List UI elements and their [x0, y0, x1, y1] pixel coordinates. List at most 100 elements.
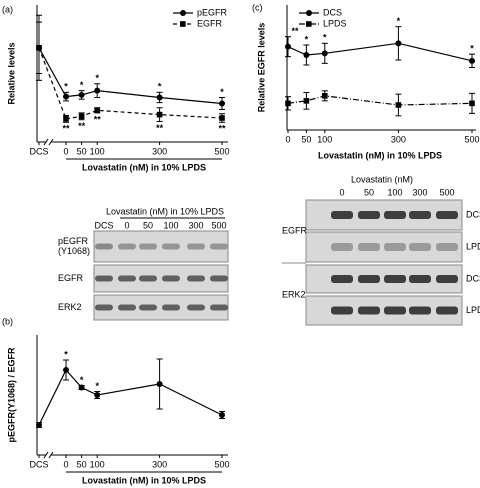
blot-band [358, 275, 380, 283]
condition-label: DCS [466, 209, 480, 219]
blot-band [358, 211, 380, 219]
blot-band [384, 211, 406, 219]
condition-label: DCS [466, 273, 480, 283]
group-label: ERK2 [282, 289, 306, 299]
lane-label: 50 [143, 220, 153, 230]
significance-label: * [80, 80, 84, 90]
significance-label: * [470, 44, 474, 54]
marker [303, 98, 310, 104]
y-axis-label: Relative levels [6, 42, 16, 104]
blot-band [436, 275, 458, 283]
marker [94, 392, 101, 398]
blot-band [384, 243, 406, 251]
condition-label: LPDS [466, 305, 480, 315]
legend-label: DCS [323, 7, 342, 17]
marker [321, 50, 328, 57]
blot-band [162, 304, 180, 311]
x-tick-label: DCS [29, 459, 48, 469]
blot-band [384, 275, 406, 283]
panel-label: (a) [2, 4, 13, 14]
blot-band [118, 243, 136, 250]
marker [322, 93, 328, 99]
lane-label: 0 [339, 187, 344, 197]
blot-band [210, 275, 228, 282]
marker [285, 43, 291, 50]
blot-band [95, 275, 113, 282]
axis-break [43, 451, 49, 459]
significance-label: ** [94, 114, 102, 124]
blot-band [409, 275, 431, 283]
lane-label: 300 [188, 220, 203, 230]
blot-band [210, 243, 228, 250]
marker [219, 412, 225, 418]
marker [36, 45, 42, 51]
significance-label: ** [62, 124, 70, 134]
marker [156, 94, 163, 101]
significance-label: * [158, 82, 162, 92]
blot-band [409, 211, 431, 219]
x-axis-label: Lovastatin (nM) in 10% LPDS [82, 475, 206, 485]
blot-band [436, 211, 458, 219]
group-label: EGFR [282, 225, 308, 235]
blot-band [210, 304, 228, 311]
legend-marker [306, 21, 312, 27]
blot-band [358, 243, 380, 251]
axis-break [48, 138, 54, 146]
significance-label: * [64, 82, 68, 92]
axis-break [48, 451, 54, 459]
x-axis-label: Lovastatin (nM) in 10% LPDS [318, 150, 442, 160]
blot-band [118, 304, 136, 311]
x-axis-label: Lovastatin (nM) in 10% LPDS [82, 162, 206, 172]
blot-strip [93, 294, 229, 321]
lane-label: 100 [387, 187, 402, 197]
condition-label: LPDS [466, 241, 480, 251]
marker [156, 381, 163, 387]
marker [78, 113, 85, 120]
marker [78, 91, 85, 98]
series-line [65, 369, 223, 416]
x-tick-label: 50 [301, 134, 311, 144]
blot-band [409, 306, 431, 315]
x-tick-label: 300 [152, 146, 167, 156]
panel-label: (b) [2, 316, 13, 326]
x-tick-label: 500 [464, 134, 479, 144]
lane-label: 50 [364, 187, 374, 197]
series-line [287, 95, 473, 106]
significance-label: * [95, 73, 99, 83]
x-tick-label: 300 [391, 134, 406, 144]
significance-label: * [220, 87, 224, 97]
blot-band [118, 275, 136, 282]
legend-marker [180, 10, 186, 16]
x-tick-label: 50 [77, 146, 87, 156]
axis-break [43, 138, 49, 146]
marker [469, 100, 475, 107]
row-label: pEGFR [58, 236, 89, 246]
x-tick-label: DCS [29, 146, 48, 156]
blot-strip [93, 264, 229, 293]
series-line [287, 42, 473, 62]
marker [63, 367, 69, 373]
series-line [38, 47, 67, 97]
marker [94, 107, 100, 114]
significance-label: * [80, 375, 84, 385]
lane-label: 0 [124, 220, 129, 230]
legend-label: LPDS [323, 18, 347, 28]
blot-header: Lovastatin (nM) in 10% LPDS [106, 206, 224, 216]
blot-band [162, 275, 180, 282]
legend-marker [180, 21, 186, 27]
marker [303, 52, 310, 58]
series-line [65, 90, 223, 105]
legend-label: EGFR [197, 18, 223, 28]
marker [285, 100, 291, 107]
row-label: (Y1068) [58, 246, 90, 256]
marker [156, 111, 163, 118]
x-tick-label: 50 [77, 459, 87, 469]
significance-label: ** [78, 121, 86, 131]
blot-band [187, 304, 205, 311]
legend-marker [306, 10, 312, 16]
significance-label: ** [156, 123, 164, 133]
significance-label: * [64, 349, 68, 359]
blot-band [95, 304, 113, 311]
marker [94, 87, 101, 94]
